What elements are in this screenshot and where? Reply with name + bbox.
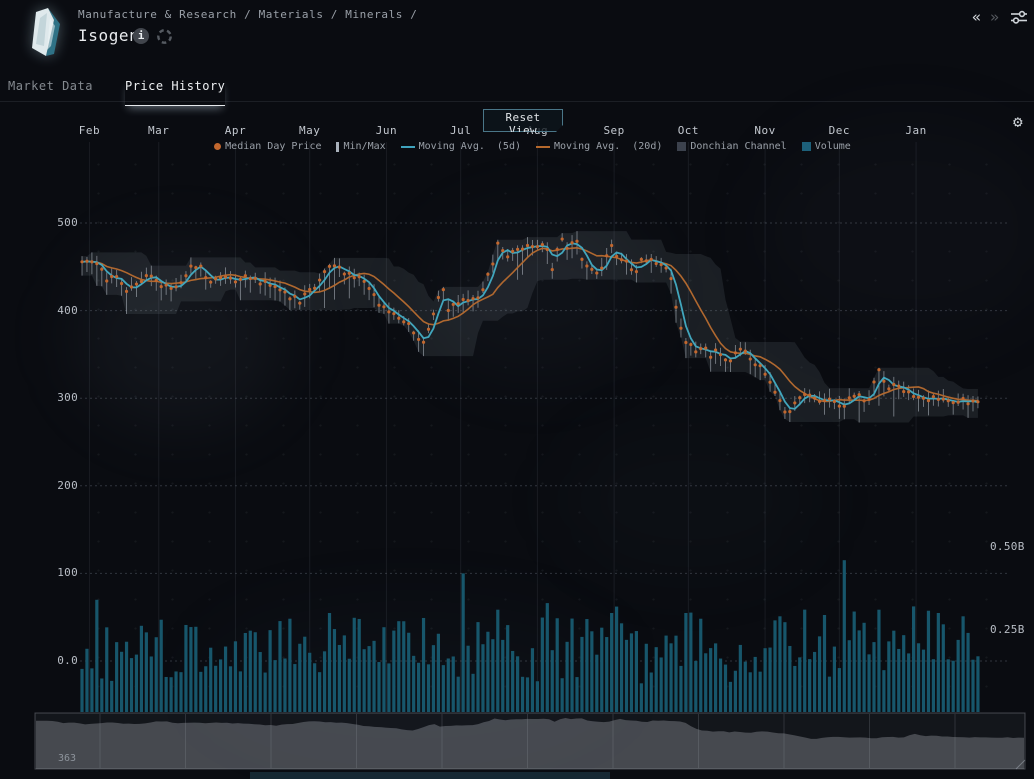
settings-gear-icon[interactable]: ⚙ <box>1013 112 1023 131</box>
legend-item-min-max[interactable]: Min/Max <box>336 141 386 152</box>
price-tick-label: 300 <box>57 391 78 405</box>
legend-label: Volume <box>814 141 851 152</box>
minimap-days-count: 363 <box>58 753 77 764</box>
isogen-crystal-icon <box>32 8 60 56</box>
price-tick-label: 400 <box>57 303 78 317</box>
history-forward-icon[interactable]: » <box>989 8 999 26</box>
volume-tick-label: 0.25B <box>990 622 1025 636</box>
donchian-channel-band <box>82 231 978 423</box>
volume-tick-label: 0.50B <box>990 540 1025 553</box>
volume-bars <box>80 560 980 712</box>
grid-lines <box>80 142 1008 712</box>
moving-avg-20d-line <box>81 246 978 403</box>
legend-swatch-icon <box>336 141 340 152</box>
history-back-icon[interactable]: « <box>971 8 981 26</box>
minimap-range-selector[interactable] <box>35 713 1025 769</box>
filter-sliders-icon[interactable] <box>1010 9 1028 25</box>
info-icon[interactable]: i <box>133 28 149 44</box>
legend-swatch-icon <box>214 143 222 150</box>
window-nav: « » <box>972 8 1028 26</box>
legend-label: Donchian Channel <box>690 141 787 152</box>
breadcrumb[interactable]: Manufacture & Research / Materials / Min… <box>78 8 418 21</box>
crosshair-icon[interactable] <box>156 28 173 45</box>
legend-item-volume[interactable]: Volume <box>801 141 851 152</box>
price-tick-label: 200 <box>57 478 78 492</box>
legend-swatch-icon <box>677 142 687 151</box>
page-title: Isogen <box>78 26 140 45</box>
legend-item-median-day-price[interactable]: Median Day Price <box>214 141 321 152</box>
legend-label: Min/Max <box>343 141 386 152</box>
bottom-scrollbar[interactable] <box>250 772 610 779</box>
legend-item-moving-avg-20d[interactable]: Moving Avg. (20d) <box>536 141 662 152</box>
legend-label: Moving Avg. (20d) <box>554 141 663 152</box>
legend-item-moving-avg-5d[interactable]: Moving Avg. (5d) <box>400 141 521 152</box>
tab-market-data[interactable]: Market Data <box>8 79 93 93</box>
reset-view-button[interactable]: Reset View <box>483 109 563 132</box>
median-price-dots <box>80 237 980 414</box>
legend-swatch-icon <box>536 145 550 148</box>
tab-price-history[interactable]: Price History <box>124 79 226 106</box>
tab-bar: Market Data Price History <box>8 79 226 106</box>
price-tick-label: 0.0 <box>57 654 78 667</box>
chart-legend: Median Day Price Min/Max Moving Avg. (5d) M… <box>80 141 985 152</box>
legend-item-donchian-channel[interactable]: Donchian Channel <box>677 141 787 152</box>
price-tick-label: 500 <box>57 216 78 229</box>
legend-label: Median Day Price <box>225 141 322 152</box>
price-tick-label: 100 <box>57 566 78 580</box>
tab-divider <box>0 101 1034 102</box>
legend-label: Moving Avg. (5d) <box>418 141 521 152</box>
legend-swatch-icon <box>801 142 811 151</box>
legend-swatch-icon <box>400 145 415 148</box>
minimap <box>34 712 1026 770</box>
chart-canvas[interactable] <box>80 160 985 710</box>
